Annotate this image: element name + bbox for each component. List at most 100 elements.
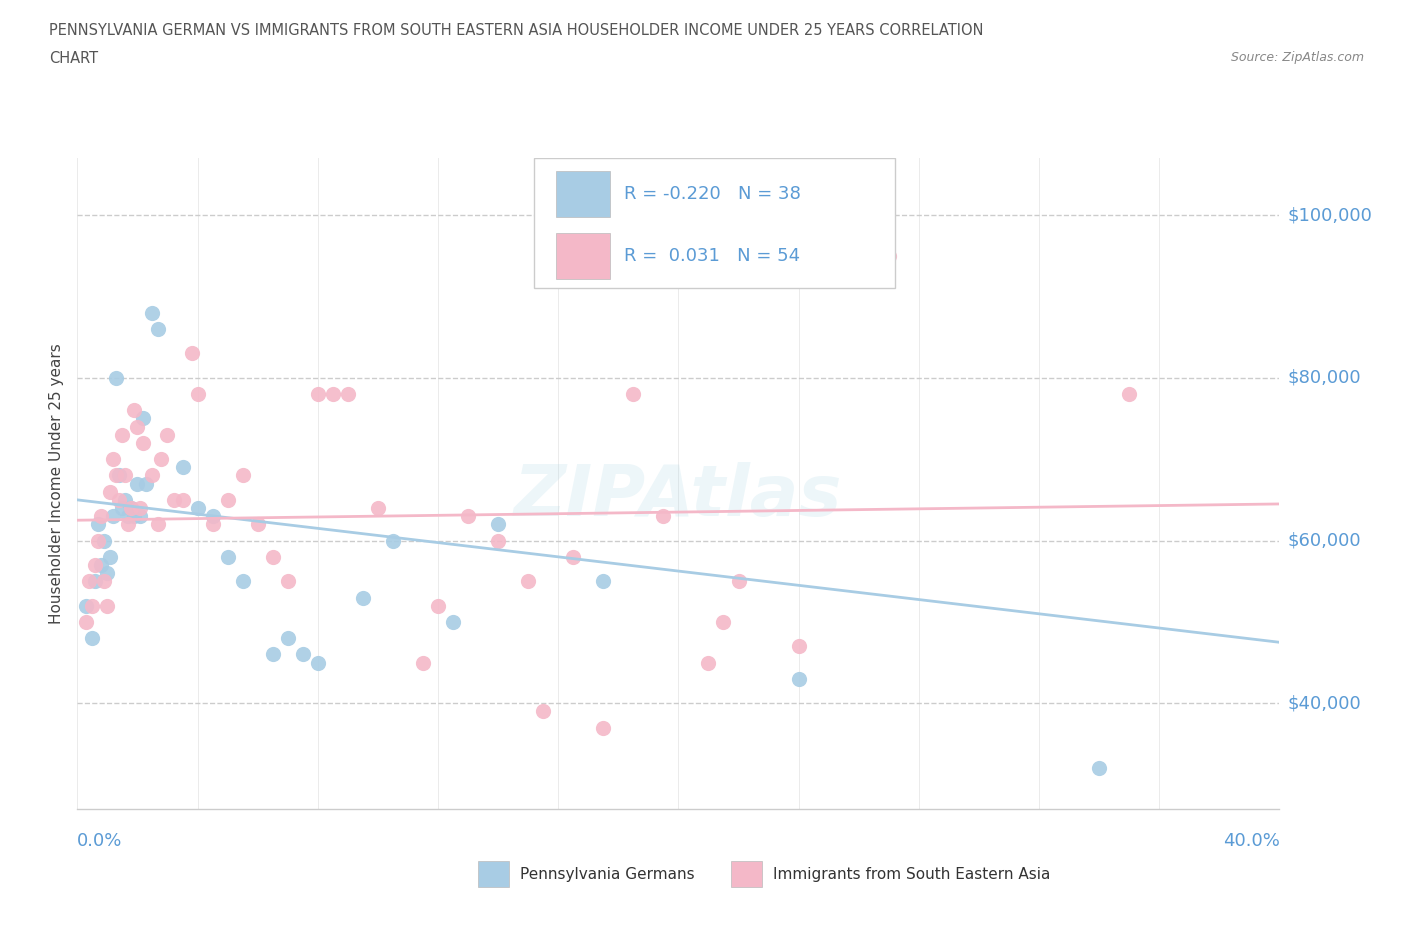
Text: PENNSYLVANIA GERMAN VS IMMIGRANTS FROM SOUTH EASTERN ASIA HOUSEHOLDER INCOME UND: PENNSYLVANIA GERMAN VS IMMIGRANTS FROM S… [49,23,984,38]
Point [427,598,450,613]
Point [592,720,614,735]
Point [307,655,329,670]
Point [93,574,115,589]
Point [105,468,128,483]
Point [135,476,157,491]
Point [232,468,254,483]
Point [262,550,284,565]
Point [120,500,142,515]
Point [124,403,146,418]
Point [307,387,329,402]
Point [367,500,389,515]
Text: R =  0.031   N = 54: R = 0.031 N = 54 [624,246,800,265]
Point [132,435,155,450]
Point [277,631,299,645]
Point [124,509,146,524]
Point [352,590,374,604]
Point [82,631,104,645]
Point [727,574,749,589]
Point [1088,761,1111,776]
FancyBboxPatch shape [555,171,610,217]
Point [336,387,359,402]
Point [148,517,170,532]
Text: 40.0%: 40.0% [1223,832,1279,850]
Point [79,574,101,589]
FancyBboxPatch shape [555,233,610,279]
Point [111,500,134,515]
Point [114,493,136,508]
Y-axis label: Householder Income Under 25 years: Householder Income Under 25 years [49,343,65,624]
Point [141,305,163,320]
Point [486,517,509,532]
Point [75,615,97,630]
Point [787,639,810,654]
Point [697,655,720,670]
Point [103,509,125,524]
Point [201,509,224,524]
Point [787,671,810,686]
Point [100,485,122,499]
FancyBboxPatch shape [534,158,894,288]
Point [246,517,269,532]
Point [150,452,173,467]
Point [381,533,404,548]
Text: $100,000: $100,000 [1288,206,1372,224]
Text: ZIPAtlas: ZIPAtlas [515,462,842,531]
Point [180,346,202,361]
Point [217,493,239,508]
Point [201,517,224,532]
Point [100,550,122,565]
Point [148,322,170,337]
Point [1118,387,1140,402]
Point [291,647,314,662]
Point [562,550,585,565]
Point [129,509,152,524]
Point [592,574,614,589]
Point [412,655,434,670]
Point [117,517,139,532]
Point [90,557,112,572]
Point [186,500,209,515]
Point [877,248,900,263]
Point [713,615,735,630]
Text: Pennsylvania Germans: Pennsylvania Germans [520,867,695,882]
Point [96,565,118,580]
Point [90,509,112,524]
Point [93,533,115,548]
Point [652,509,675,524]
Point [127,476,149,491]
Point [186,387,209,402]
Point [262,647,284,662]
Text: CHART: CHART [49,51,98,66]
Point [114,468,136,483]
Point [132,411,155,426]
Point [531,704,554,719]
Point [172,459,194,474]
Point [517,574,540,589]
Text: $80,000: $80,000 [1288,369,1361,387]
Point [486,533,509,548]
Point [217,550,239,565]
Point [120,500,142,515]
Text: R = -0.220   N = 38: R = -0.220 N = 38 [624,185,801,203]
Text: $40,000: $40,000 [1288,695,1361,712]
Text: Source: ZipAtlas.com: Source: ZipAtlas.com [1230,51,1364,64]
Point [141,468,163,483]
Point [129,500,152,515]
Point [108,493,131,508]
Text: 0.0%: 0.0% [77,832,122,850]
Point [156,428,179,443]
Point [322,387,344,402]
Point [111,428,134,443]
Point [87,533,110,548]
Point [87,517,110,532]
Point [75,598,97,613]
Point [457,509,479,524]
Point [103,452,125,467]
Point [82,598,104,613]
Point [96,598,118,613]
Point [232,574,254,589]
Point [84,574,107,589]
Point [108,468,131,483]
Text: Immigrants from South Eastern Asia: Immigrants from South Eastern Asia [773,867,1050,882]
